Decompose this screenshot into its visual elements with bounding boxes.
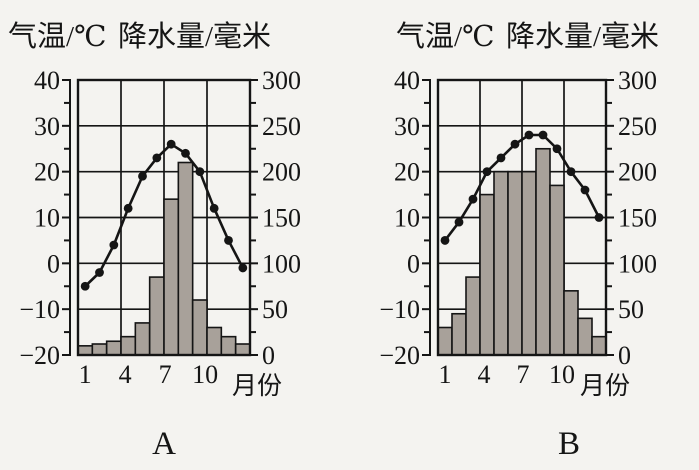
temp-tick-label: 40 — [394, 66, 420, 95]
precip-bar — [234, 343, 251, 356]
precip-bar — [563, 290, 579, 356]
chart-caption-a: A — [152, 426, 176, 462]
temp-point — [594, 213, 604, 222]
temp-tick-label: −10 — [379, 295, 420, 324]
precip-bar — [437, 326, 453, 356]
month-axis-label-a: 月份 — [232, 373, 283, 400]
temp-point — [454, 217, 464, 227]
temp-tick-label: 0 — [47, 249, 60, 278]
temp-tick-label: −10 — [19, 295, 60, 324]
precip-tick-label: 300 — [262, 66, 301, 95]
month-axis-label-b: 月份 — [580, 373, 631, 400]
precip-tick-label: 200 — [262, 158, 301, 187]
precip-bar — [465, 276, 481, 356]
temp-point — [538, 130, 548, 140]
month-tick-label: 4 — [119, 360, 132, 389]
precip-bar — [577, 317, 593, 356]
temp-tick-label: −20 — [19, 341, 60, 370]
precip-tick-label: 150 — [262, 204, 301, 233]
precip-tick-label: 200 — [618, 158, 657, 187]
temp-point — [552, 144, 562, 154]
month-tick-label: 10 — [549, 360, 575, 389]
precip-bar — [549, 184, 565, 356]
temp-point — [524, 130, 534, 140]
temp-point — [195, 167, 205, 177]
temp-point — [496, 153, 506, 163]
precip-bar — [191, 299, 208, 356]
temp-tick-label: 10 — [394, 204, 420, 233]
temp-point — [510, 139, 520, 149]
precip-bar — [148, 276, 165, 356]
temp-point — [238, 263, 248, 273]
precip-tick-label: 300 — [618, 66, 657, 95]
precip-bar — [134, 322, 151, 356]
temp-axis-title-a: 气温/℃ — [8, 21, 107, 53]
temp-point — [440, 236, 450, 245]
month-tick-label: 7 — [159, 360, 172, 389]
temp-line — [83, 142, 245, 288]
month-tick-label: 1 — [79, 360, 92, 389]
precip-bar — [120, 335, 137, 356]
precip-bar — [177, 161, 194, 356]
climate-chart-b: 气温/℃ 降水量/毫米 40 30 20 10 0 −10 −20 300 250 200 150 1… — [350, 0, 699, 470]
precip-bar — [77, 345, 94, 356]
temp-point — [224, 236, 233, 245]
precip-tick-label: 250 — [262, 112, 301, 141]
temp-tick-label: 30 — [34, 112, 60, 141]
temp-axis-title-b: 气温/℃ — [396, 21, 495, 53]
temp-tick-label: 20 — [394, 158, 420, 187]
climate-chart-a: 气温/℃ 降水量/毫米 40 30 20 10 0 −10 −20 300 250 200 150 1… — [8, 21, 301, 462]
precip-tick-label: 100 — [618, 249, 657, 278]
precip-tick-label: 0 — [618, 341, 631, 370]
precip-bar — [105, 340, 122, 356]
precip-axis-title-b: 降水量/毫米 — [506, 21, 660, 53]
temp-point — [580, 185, 590, 195]
precip-bar — [91, 343, 108, 356]
temp-point — [95, 268, 104, 277]
precip-bar — [591, 335, 607, 356]
precip-tick-label: 50 — [262, 295, 288, 324]
temp-point — [166, 139, 176, 149]
chart-caption-b: B — [557, 426, 580, 462]
temp-point — [109, 240, 119, 250]
temp-point — [138, 171, 147, 181]
temp-tick-label: 30 — [394, 112, 420, 141]
precip-tick-label: 50 — [618, 295, 644, 324]
precip-bar — [521, 170, 537, 356]
temp-point — [566, 167, 576, 177]
temp-point — [181, 148, 190, 158]
precip-tick-label: 100 — [262, 249, 301, 278]
temp-point — [152, 153, 162, 163]
month-tick-label: 7 — [517, 360, 530, 389]
temp-point — [209, 203, 219, 213]
temp-tick-label: 0 — [407, 249, 420, 278]
precip-bar — [163, 198, 180, 356]
temp-point — [468, 194, 478, 204]
temp-tick-label: −20 — [379, 341, 420, 370]
precip-bar — [479, 193, 495, 356]
month-tick-label: 1 — [439, 360, 452, 389]
precip-tick-label: 250 — [618, 112, 657, 141]
precip-bar — [206, 326, 223, 356]
temp-point — [80, 281, 90, 291]
temp-point — [123, 203, 133, 213]
temp-point — [482, 167, 492, 177]
precip-bar — [493, 170, 509, 356]
temp-tick-label: 10 — [34, 204, 60, 233]
precip-tick-label: 150 — [618, 204, 657, 233]
precip-bar — [507, 170, 523, 356]
temp-tick-label: 20 — [34, 158, 60, 187]
precip-bar — [451, 312, 467, 356]
precip-axis-title-a: 降水量/毫米 — [118, 21, 272, 53]
precip-tick-label: 0 — [262, 341, 275, 370]
precip-bar — [535, 147, 551, 356]
month-tick-label: 10 — [192, 360, 218, 389]
temp-tick-label: 40 — [34, 66, 60, 95]
precip-bar — [220, 335, 237, 356]
month-tick-label: 4 — [478, 360, 491, 389]
